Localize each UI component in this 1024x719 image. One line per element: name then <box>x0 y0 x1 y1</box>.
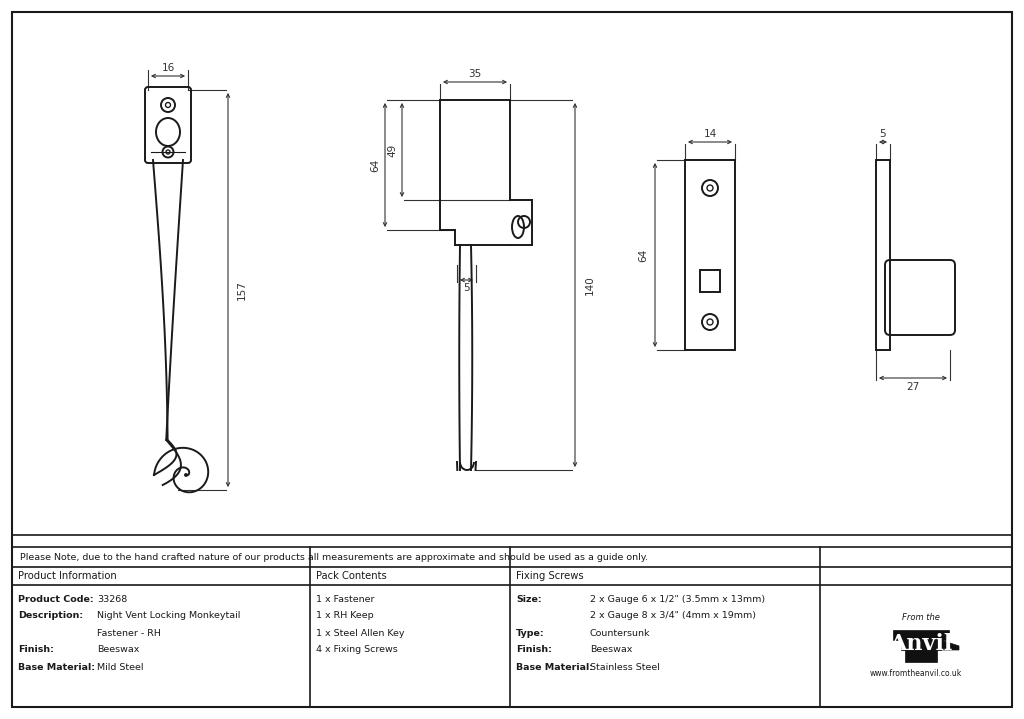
Text: Countersunk: Countersunk <box>590 628 650 638</box>
Text: Base Material:: Base Material: <box>516 662 593 672</box>
Text: Product Information: Product Information <box>18 571 117 581</box>
Text: Type:: Type: <box>516 628 545 638</box>
Text: 5: 5 <box>880 129 887 139</box>
Text: Beeswax: Beeswax <box>590 646 633 654</box>
Bar <box>876 160 890 350</box>
Polygon shape <box>893 630 949 650</box>
Polygon shape <box>941 640 959 650</box>
Text: 35: 35 <box>468 69 481 79</box>
Text: Stainless Steel: Stainless Steel <box>590 662 659 672</box>
Text: Fastener - RH: Fastener - RH <box>97 628 161 638</box>
Text: Night Vent Locking Monkeytail: Night Vent Locking Monkeytail <box>97 611 241 620</box>
Text: 16: 16 <box>162 63 175 73</box>
Text: Finish:: Finish: <box>516 646 552 654</box>
Text: Fixing Screws: Fixing Screws <box>516 571 584 581</box>
Text: 64: 64 <box>638 248 648 262</box>
Text: 1 x RH Keep: 1 x RH Keep <box>316 611 374 620</box>
Text: Anvil: Anvil <box>890 633 952 655</box>
Text: From the: From the <box>902 613 940 623</box>
Text: 64: 64 <box>370 158 380 172</box>
Text: Product Code:: Product Code: <box>18 595 93 603</box>
Text: 140: 140 <box>585 275 595 295</box>
Text: Beeswax: Beeswax <box>97 646 139 654</box>
Text: Base Material:: Base Material: <box>18 662 95 672</box>
Text: Finish:: Finish: <box>18 646 54 654</box>
Text: 157: 157 <box>237 280 247 300</box>
Bar <box>685 160 735 350</box>
Text: Description:: Description: <box>18 611 83 620</box>
Text: 4 x Fixing Screws: 4 x Fixing Screws <box>316 646 397 654</box>
Text: 49: 49 <box>387 143 397 157</box>
Text: 1 x Steel Allen Key: 1 x Steel Allen Key <box>316 628 404 638</box>
Text: 5: 5 <box>463 283 470 293</box>
Text: 14: 14 <box>703 129 717 139</box>
Polygon shape <box>905 650 937 662</box>
Text: www.fromtheanvil.co.uk: www.fromtheanvil.co.uk <box>869 669 963 679</box>
Text: 2 x Gauge 8 x 3/4" (4mm x 19mm): 2 x Gauge 8 x 3/4" (4mm x 19mm) <box>590 611 756 620</box>
Text: Pack Contents: Pack Contents <box>316 571 387 581</box>
Text: 1 x Fastener: 1 x Fastener <box>316 595 375 603</box>
Text: 27: 27 <box>906 382 920 392</box>
Bar <box>700 270 720 292</box>
Text: 33268: 33268 <box>97 595 127 603</box>
Text: Mild Steel: Mild Steel <box>97 662 143 672</box>
Text: Size:: Size: <box>516 595 542 603</box>
Text: Please Note, due to the hand crafted nature of our products all measurements are: Please Note, due to the hand crafted nat… <box>20 552 648 562</box>
Text: 2 x Gauge 6 x 1/2" (3.5mm x 13mm): 2 x Gauge 6 x 1/2" (3.5mm x 13mm) <box>590 595 765 603</box>
